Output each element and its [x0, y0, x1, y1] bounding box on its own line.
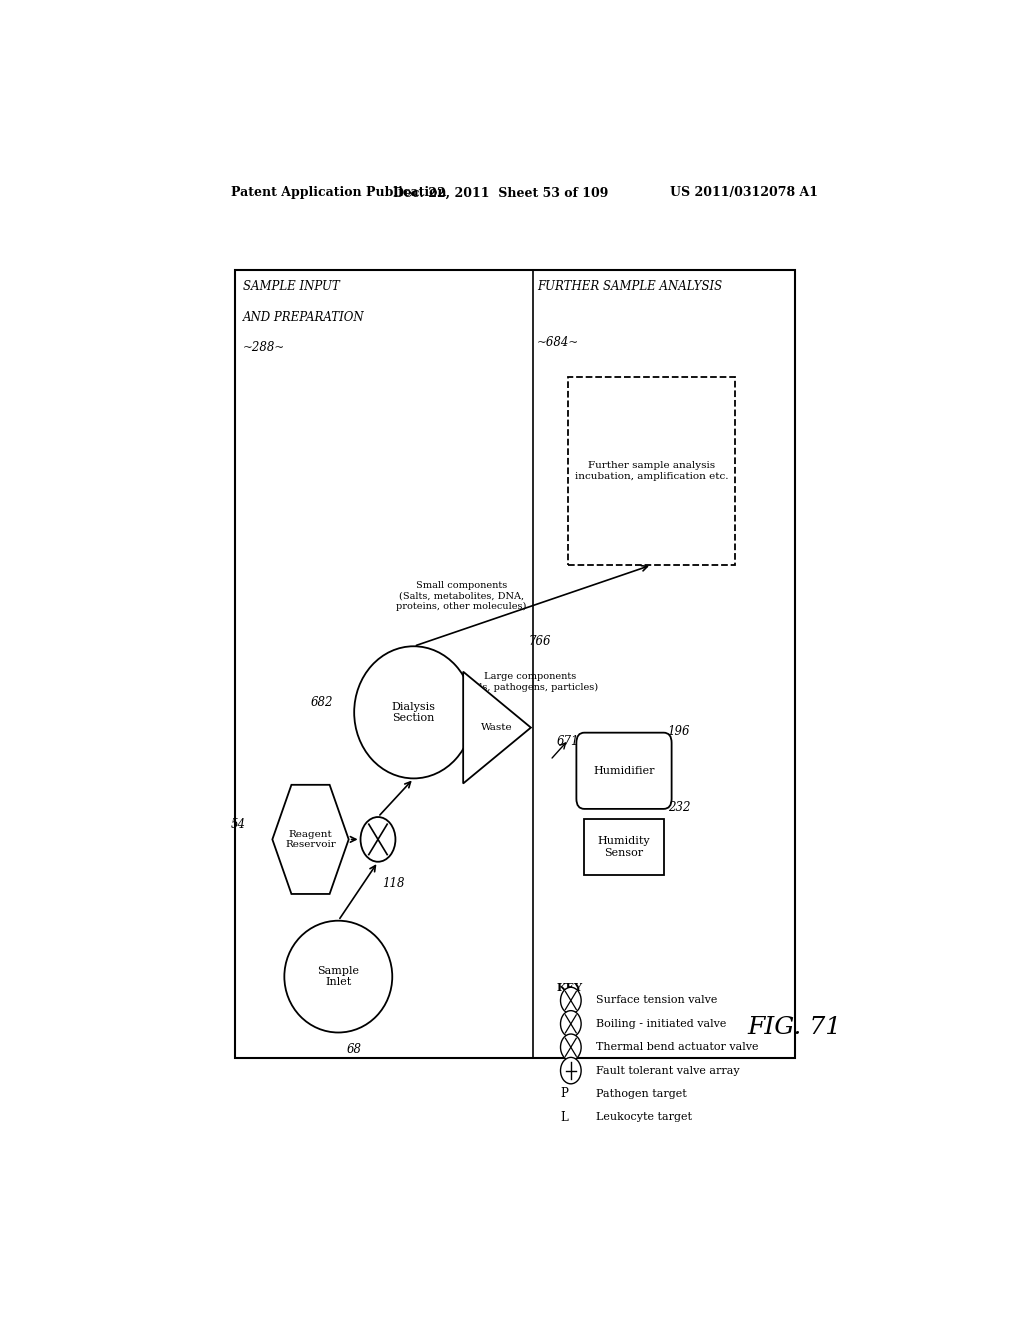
Circle shape	[560, 1034, 582, 1060]
Text: FURTHER SAMPLE ANALYSIS: FURTHER SAMPLE ANALYSIS	[537, 280, 722, 293]
Text: Surface tension valve: Surface tension valve	[596, 995, 718, 1006]
FancyBboxPatch shape	[568, 378, 735, 565]
Text: SAMPLE INPUT: SAMPLE INPUT	[243, 280, 340, 293]
Circle shape	[560, 987, 582, 1014]
Circle shape	[560, 1057, 582, 1084]
Text: Dec. 22, 2011  Sheet 53 of 109: Dec. 22, 2011 Sheet 53 of 109	[393, 186, 608, 199]
FancyBboxPatch shape	[236, 271, 795, 1057]
Text: Humidifier: Humidifier	[593, 766, 654, 776]
Text: 766: 766	[528, 635, 551, 648]
Text: Boiling - initiated valve: Boiling - initiated valve	[596, 1019, 727, 1028]
Text: 671: 671	[557, 735, 579, 748]
Text: 68: 68	[346, 1043, 361, 1056]
Text: Fault tolerant valve array: Fault tolerant valve array	[596, 1065, 740, 1076]
Text: P: P	[560, 1088, 568, 1101]
FancyBboxPatch shape	[585, 818, 664, 875]
Text: Small components
(Salts, metabolites, DNA,
proteins, other molecules): Small components (Salts, metabolites, DN…	[396, 581, 526, 611]
Text: KEY: KEY	[557, 982, 583, 993]
Ellipse shape	[354, 647, 473, 779]
Text: Reagent
Reservoir: Reagent Reservoir	[285, 830, 336, 849]
Text: US 2011/0312078 A1: US 2011/0312078 A1	[671, 186, 818, 199]
Text: Leukocyte target: Leukocyte target	[596, 1113, 692, 1122]
Text: ~288~: ~288~	[243, 342, 286, 354]
Text: Waste: Waste	[481, 723, 513, 733]
Circle shape	[560, 1011, 582, 1038]
Text: 196: 196	[668, 725, 690, 738]
Polygon shape	[272, 785, 349, 894]
Text: Humidity
Sensor: Humidity Sensor	[598, 836, 650, 858]
Text: AND PREPARATION: AND PREPARATION	[243, 312, 365, 323]
Text: Thermal bend actuator valve: Thermal bend actuator valve	[596, 1043, 759, 1052]
Text: Pathogen target: Pathogen target	[596, 1089, 687, 1100]
Text: Sample
Inlet: Sample Inlet	[317, 966, 359, 987]
Text: Dialysis
Section: Dialysis Section	[392, 701, 435, 723]
Text: Patent Application Publication: Patent Application Publication	[231, 186, 446, 199]
Text: 54: 54	[231, 817, 246, 830]
Text: 118: 118	[382, 876, 404, 890]
Ellipse shape	[285, 921, 392, 1032]
Text: Further sample analysis
incubation, amplification etc.: Further sample analysis incubation, ampl…	[575, 461, 728, 480]
Text: ~684~: ~684~	[537, 337, 579, 350]
Text: 682: 682	[310, 696, 333, 709]
Text: L: L	[560, 1111, 568, 1123]
FancyBboxPatch shape	[577, 733, 672, 809]
Text: 232: 232	[668, 801, 690, 814]
Polygon shape	[463, 672, 530, 784]
Text: FIG. 71: FIG. 71	[748, 1016, 841, 1039]
Text: Large components
(cells, pathogens, particles): Large components (cells, pathogens, part…	[461, 672, 598, 692]
Circle shape	[360, 817, 395, 862]
